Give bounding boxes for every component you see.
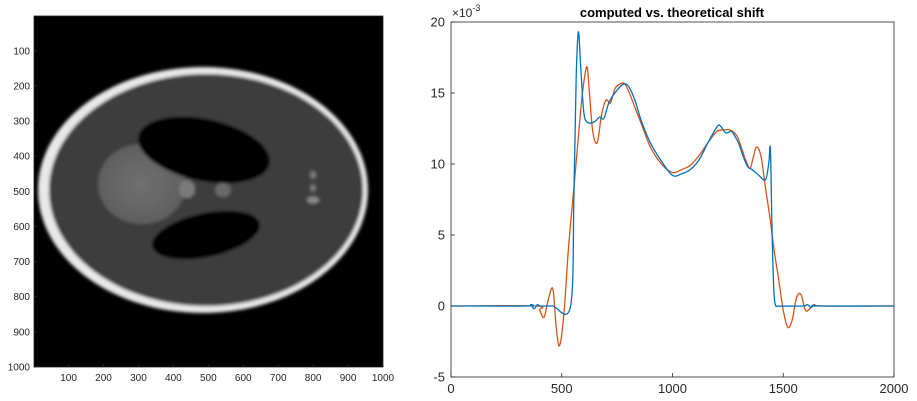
image-y-tick-label: 700 <box>13 257 30 268</box>
chart-x-tick-label: 1500 <box>769 381 798 396</box>
image-y-tick-label: 800 <box>13 292 30 303</box>
image-y-tick-label: 200 <box>13 81 30 92</box>
image-y-tick-label: 300 <box>13 117 30 128</box>
chart-plot-area <box>451 22 894 377</box>
chart-y-tick-label: 20 <box>431 15 445 30</box>
phantom-dark-upper <box>138 116 270 184</box>
series-line-blue <box>451 31 894 315</box>
image-x-tick-label: 200 <box>95 373 112 384</box>
y-exponent-base: ×10 <box>452 6 473 20</box>
chart-y-tick-label: 0 <box>438 299 445 314</box>
chart-y-tick-label: -5 <box>433 370 445 385</box>
image-x-tick-label: 100 <box>60 373 77 384</box>
image-y-tick-label: 100 <box>13 46 30 57</box>
chart-y-tick-label: 10 <box>431 157 445 172</box>
image-x-tick-label: 900 <box>340 373 357 384</box>
chart-x-tick-label: 500 <box>551 381 573 396</box>
phantom-blob-1 <box>179 180 195 198</box>
image-ticks: 100 200 300 400 500 600 700 800 900 1000 100 200 300… <box>8 46 395 384</box>
chart-lines <box>451 31 894 347</box>
y-exponent-power: -3 <box>472 3 480 13</box>
image-x-tick-label: 1000 <box>372 373 395 384</box>
image-y-tick-label: 1000 <box>8 363 31 374</box>
phantom-image-panel: 100 200 300 400 500 600 700 800 900 1000 100 200 300… <box>8 15 395 384</box>
image-x-tick-label: 300 <box>130 373 147 384</box>
phantom-dark-lower <box>152 210 260 260</box>
phantom-dot-2 <box>310 184 316 192</box>
chart-axes-box <box>450 21 895 378</box>
image-x-tick-label: 400 <box>165 373 182 384</box>
y-exponent-label: ×10-3 <box>452 3 480 20</box>
chart-y-tick-label: 15 <box>431 86 445 101</box>
phantom-image <box>38 67 368 313</box>
chart-x-tick-label: 0 <box>447 381 454 396</box>
chart-y-tick-label: 5 <box>438 228 445 243</box>
image-y-tick-label: 500 <box>13 187 30 198</box>
image-x-tick-label: 700 <box>270 373 287 384</box>
chart-x-tick-label: 2000 <box>880 381 909 396</box>
phantom-blob-2 <box>215 183 231 197</box>
chart-x-tick-label: 1000 <box>658 381 687 396</box>
image-y-tick-label: 400 <box>13 152 30 163</box>
image-y-tick-label: 600 <box>13 222 30 233</box>
image-x-tick-label: 600 <box>235 373 252 384</box>
phantom-dot-1 <box>310 171 316 179</box>
chart-title: computed vs. theoretical shift <box>580 5 765 20</box>
phantom-body <box>49 74 363 306</box>
phantom-dot-3 <box>307 196 319 204</box>
image-x-tick-label: 500 <box>200 373 217 384</box>
image-x-tick-label: 800 <box>305 373 322 384</box>
image-y-tick-label: 900 <box>13 327 30 338</box>
